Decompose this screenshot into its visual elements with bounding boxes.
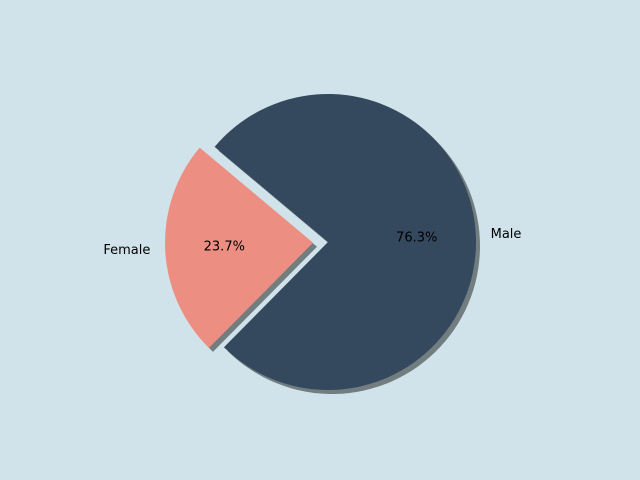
value-label: 23.7% [204,239,245,254]
value-label: 76.3% [396,230,437,245]
slice [165,147,314,348]
category-label: Male [491,227,522,242]
slice [214,94,476,390]
category-label: Female [103,243,150,258]
